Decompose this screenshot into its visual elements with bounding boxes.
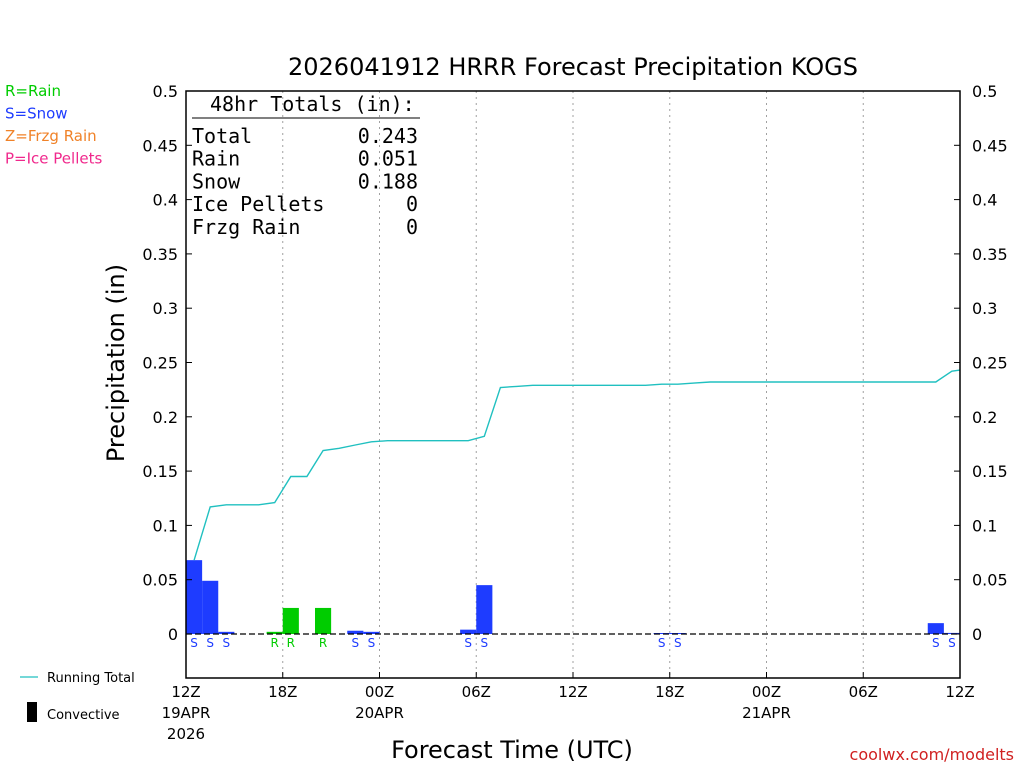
running-total-layer — [193, 369, 961, 561]
precip-bar — [363, 631, 380, 634]
bars-layer — [186, 560, 960, 634]
totals-row-label: Snow — [192, 169, 241, 193]
precip-type-letter: S — [464, 636, 472, 650]
totals-row-label: Frzg Rain — [192, 215, 300, 239]
y-tick-label-left: 0.15 — [142, 462, 178, 481]
precip-type-legend-entry: Z=Frzg Rain — [5, 127, 97, 145]
convective-legend-label: Convective — [47, 708, 120, 723]
bottom-legend: Running Total Convective — [20, 671, 135, 723]
precip-bar — [202, 580, 219, 634]
y-tick-label-right: 0.5 — [972, 82, 997, 101]
precip-bar — [315, 607, 332, 634]
totals-row-value: 0.188 — [358, 169, 418, 193]
y-tick-label-left: 0.25 — [142, 354, 178, 373]
x-tick-label: 06Z — [849, 683, 878, 701]
y-tick-label-right: 0.15 — [972, 462, 1008, 481]
x-tick-label: 06Z — [462, 683, 491, 701]
x-tick-date: 19APR — [162, 704, 211, 722]
y-tick-label-right: 0.1 — [972, 516, 997, 535]
y-tick-label-right: 0.4 — [972, 191, 997, 210]
totals-box: 48hr Totals (in): Total 0.243 Rain 0.051 Sno… — [192, 92, 420, 239]
precip-type-letter: S — [674, 636, 682, 650]
y-tick-label-left: 0.5 — [153, 82, 178, 101]
totals-heading: 48hr Totals (in): — [210, 92, 415, 116]
y-tick-label-left: 0.3 — [153, 299, 178, 318]
running-total-legend-label: Running Total — [47, 671, 135, 686]
y-tick-label-left: 0.1 — [153, 516, 178, 535]
precip-bar — [266, 631, 283, 634]
precip-type-legend: R=Rain S=Snow Z=Frzg Rain P=Ice Pellets — [5, 82, 102, 168]
precip-type-letter: R — [271, 636, 279, 650]
totals-row-label: Ice Pellets — [192, 192, 324, 216]
totals-row-value: 0.051 — [358, 147, 418, 171]
x-axis-ticks: 12Z 19APR 2026 18Z 00Z 20APR 06Z 12Z 18Z 00Z 21APR… — [162, 672, 975, 743]
precip-bar — [218, 631, 235, 634]
credit-text: coolwx.com/modelts — [850, 745, 1014, 764]
totals-rows: Total 0.243 Rain 0.051 Snow 0.188 Ice Pellets 0… — [192, 124, 418, 239]
x-tick-year: 2026 — [167, 725, 205, 743]
totals-row-value: 0 — [406, 215, 418, 239]
y-tick-label-right: 0.25 — [972, 354, 1008, 373]
precip-type-letter: S — [352, 636, 360, 650]
precip-type-letter: S — [481, 636, 489, 650]
precip-bar — [186, 560, 203, 634]
running-total-line — [193, 369, 961, 561]
y-axis-label: Precipitation (in) — [102, 264, 130, 462]
precip-type-letter: S — [368, 636, 376, 650]
x-tick-label: 12Z — [171, 683, 200, 701]
y-tick-label-left: 0.4 — [153, 191, 178, 210]
y-tick-label-left: 0.05 — [142, 571, 178, 590]
precip-type-letter: S — [206, 636, 214, 650]
precip-type-letter: R — [287, 636, 295, 650]
y-tick-label-right: 0.45 — [972, 136, 1008, 155]
totals-row-value: 0 — [406, 192, 418, 216]
y-tick-label-left: 0.45 — [142, 136, 178, 155]
y-tick-label-left: 0.2 — [153, 408, 178, 427]
x-tick-label: 00Z — [752, 683, 781, 701]
y-tick-label-left: 0 — [168, 625, 178, 644]
y-tick-label-right: 0.3 — [972, 299, 997, 318]
precip-bar — [282, 607, 299, 634]
y-tick-label-right: 0 — [972, 625, 982, 644]
precip-bar — [927, 623, 944, 634]
precip-type-letter: S — [190, 636, 198, 650]
totals-row-label: Total — [192, 124, 252, 148]
precip-bar — [476, 585, 493, 634]
x-tick-label: 18Z — [655, 683, 684, 701]
totals-row-value: 0.243 — [358, 124, 418, 148]
precip-type-legend-entry: P=Ice Pellets — [5, 150, 102, 168]
x-tick-date: 21APR — [742, 704, 791, 722]
grid — [282, 91, 864, 678]
precip-type-legend-entry: R=Rain — [5, 82, 61, 100]
x-axis-label: Forecast Time (UTC) — [391, 736, 633, 764]
x-tick-label: 18Z — [268, 683, 297, 701]
precip-type-legend-entry: S=Snow — [5, 105, 68, 123]
x-tick-label: 12Z — [945, 683, 974, 701]
y-tick-label-left: 0.35 — [142, 245, 178, 264]
totals-row-label: Rain — [192, 147, 240, 171]
y-axis-ticks: 0 00.05 0.050.1 0.10.15 0.150.2 0.20.25 0.250.… — [142, 82, 1007, 644]
precip-bar — [347, 630, 364, 634]
precip-type-letter: R — [319, 636, 327, 650]
precip-type-letter: S — [223, 636, 231, 650]
precip-type-letter: S — [932, 636, 940, 650]
precip-bar — [653, 633, 670, 634]
y-tick-label-right: 0.35 — [972, 245, 1008, 264]
chart-title: 2026041912 HRRR Forecast Precipitation K… — [288, 53, 858, 81]
y-tick-label-right: 0.05 — [972, 571, 1008, 590]
precip-type-letter: S — [658, 636, 666, 650]
y-tick-label-right: 0.2 — [972, 408, 997, 427]
precip-type-letter: S — [948, 636, 956, 650]
convective-legend-swatch — [27, 702, 37, 722]
precip-bar — [460, 629, 477, 634]
x-tick-label: 12Z — [558, 683, 587, 701]
x-tick-label: 00Z — [365, 683, 394, 701]
x-tick-date: 20APR — [355, 704, 404, 722]
